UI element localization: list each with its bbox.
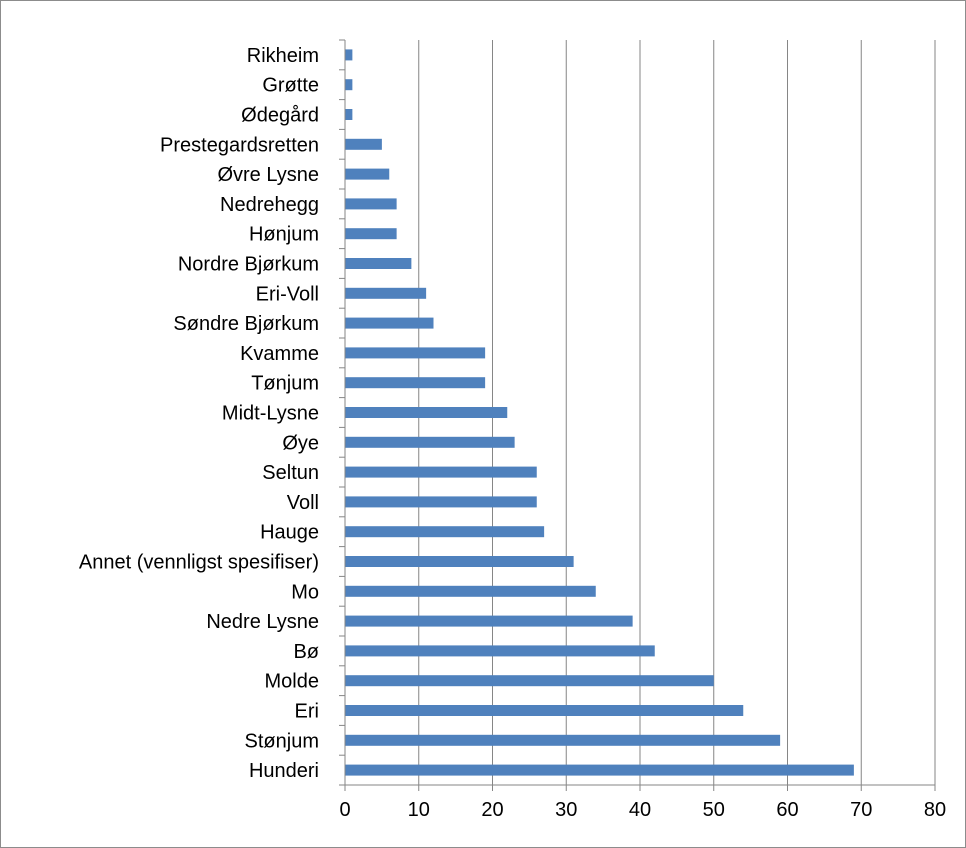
bar-10	[345, 347, 486, 359]
bar-12	[345, 407, 508, 418]
category-label: Mo	[291, 581, 319, 603]
category-label: Eri	[295, 701, 319, 723]
gridlines	[418, 40, 936, 785]
category-label: Nedre Lysne	[206, 611, 319, 633]
x-tick-label: 80	[924, 799, 946, 821]
bar-1	[345, 79, 353, 91]
x-tick-label: 30	[555, 799, 577, 821]
x-tick-label: 50	[703, 799, 725, 821]
bar-4	[345, 168, 390, 180]
category-label: Øye	[282, 432, 319, 454]
bar-6	[345, 228, 397, 240]
x-tick-label: 40	[629, 799, 651, 821]
category-label: Hauge	[260, 522, 319, 544]
bar-20	[345, 645, 655, 657]
category-label: Seltun	[262, 462, 319, 484]
category-label: Øvre Lysne	[217, 164, 319, 186]
bar-13	[345, 436, 515, 448]
x-tick-label: 10	[408, 799, 430, 821]
category-label: Eri-Voll	[256, 283, 319, 305]
category-label: Molde	[265, 671, 319, 693]
bar-11	[345, 377, 486, 389]
bar-19	[345, 615, 633, 627]
bar-23	[345, 734, 781, 746]
bar-15	[345, 496, 537, 508]
bar-17	[345, 556, 574, 567]
bar-3	[345, 138, 382, 150]
bar-24	[345, 764, 854, 776]
category-label: Stønjum	[245, 730, 319, 752]
category-label: Ødegård	[241, 105, 319, 127]
category-label: Hønjum	[249, 224, 319, 246]
category-label: Bø	[293, 641, 319, 663]
bar-7	[345, 258, 412, 269]
category-label: Kvamme	[240, 343, 319, 365]
x-tick-label: 60	[776, 799, 798, 821]
x-tick-label: 70	[850, 799, 872, 821]
category-labels: Rikheim Grøtte Ødegård Prestegardsretten Øvr…	[79, 45, 319, 782]
category-label: Annet (vennligst spesifiser)	[79, 552, 319, 574]
category-label: Prestegardsretten	[160, 134, 319, 156]
bar-0	[345, 49, 353, 61]
bar-2	[345, 109, 353, 120]
bar-18	[345, 585, 596, 597]
category-label: Søndre Bjørkum	[173, 313, 319, 335]
category-label: Voll	[287, 492, 319, 514]
axes	[339, 39, 936, 791]
bar-14	[345, 466, 537, 478]
category-label: Nedrehegg	[220, 194, 319, 216]
bar-9	[345, 317, 434, 329]
bar-21	[345, 675, 714, 687]
category-label: Tønjum	[251, 373, 319, 395]
category-label: Rikheim	[247, 45, 319, 67]
bar-16	[345, 526, 545, 538]
bars	[345, 49, 854, 776]
bar-8	[345, 287, 427, 299]
x-tick-labels: 0 10 20 30 40 50 60 70 80	[339, 799, 946, 821]
x-tick-label: 20	[481, 799, 503, 821]
category-label: Nordre Bjørkum	[178, 254, 319, 276]
category-label: Midt-Lysne	[222, 403, 319, 425]
bar-22	[345, 705, 744, 716]
bar-5	[345, 198, 397, 210]
x-tick-label: 0	[339, 799, 350, 821]
category-label: Grøtte	[262, 75, 319, 97]
category-label: Hunderi	[249, 760, 319, 782]
